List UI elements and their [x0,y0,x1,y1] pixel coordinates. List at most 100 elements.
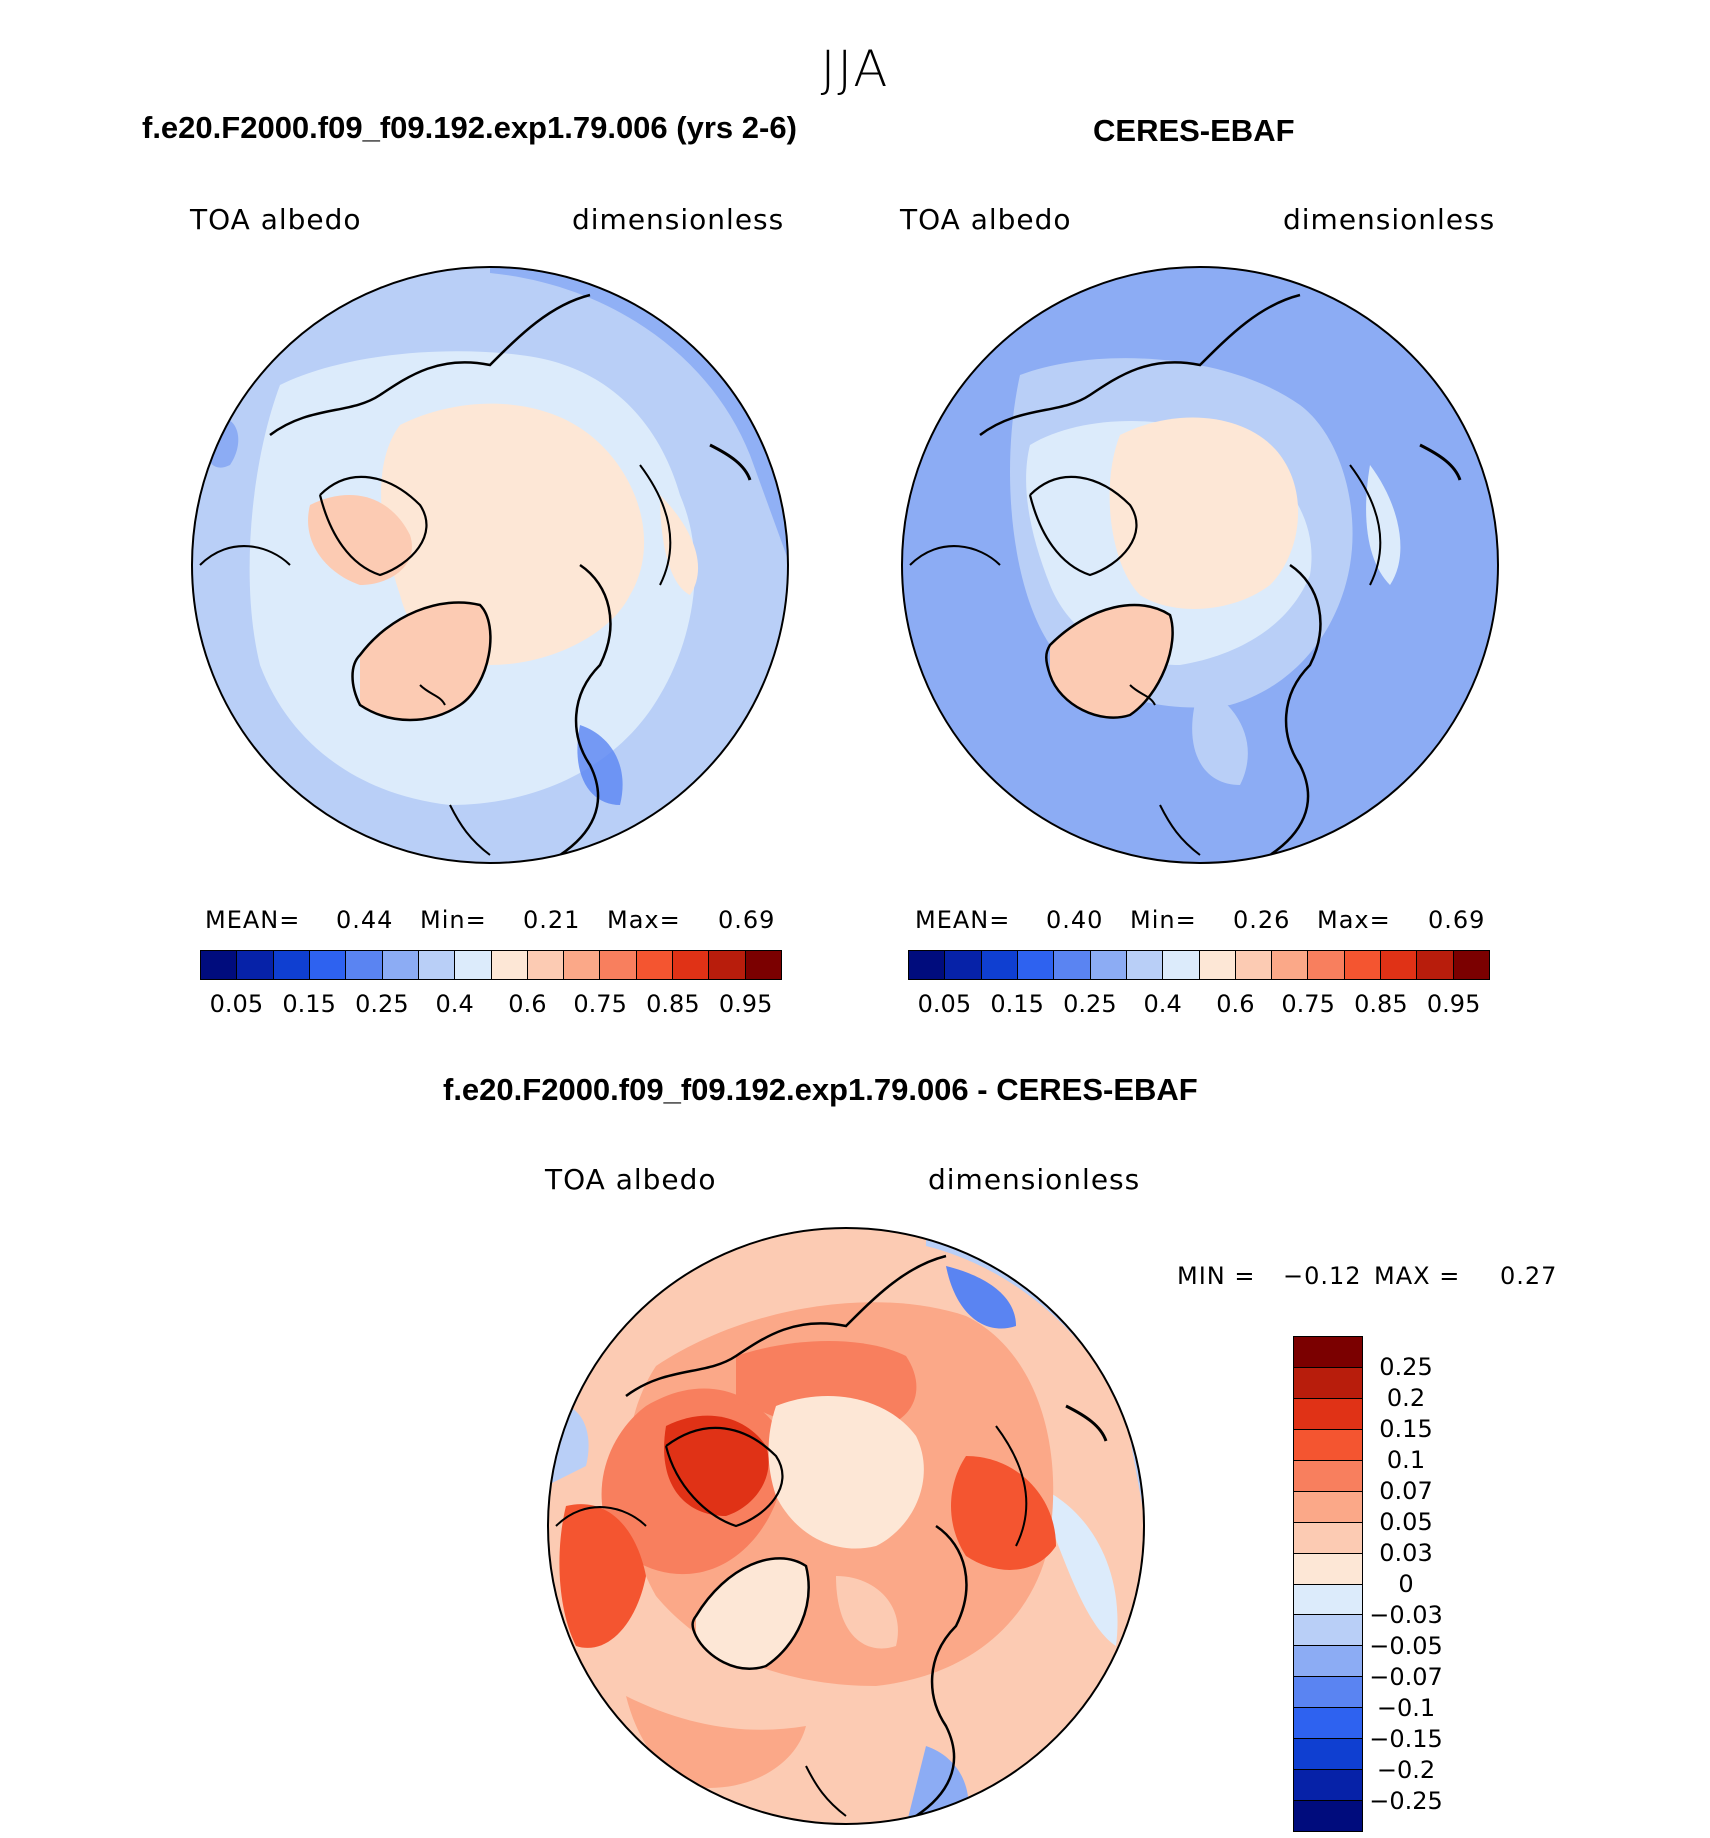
panel2-colorbar-swatch [1272,951,1309,979]
panel1-colorbar-tick-label: 0.95 [718,990,773,1018]
panel2-min-value: 0.26 [1233,906,1291,934]
panel1-colorbar [200,950,782,980]
diff-colorbar-swatch [1294,1429,1362,1461]
diff-colorbar-swatch [1294,1398,1362,1430]
panel1-mean-label: MEAN= [205,906,301,934]
diff-colorbar-swatch [1294,1522,1362,1554]
panel2-mean-label: MEAN= [915,906,1011,934]
panel2-colorbar-swatch [945,951,982,979]
diff-colorbar-tick-label: 0.07 [1379,1477,1433,1505]
panel1-min-label: Min= [420,906,487,934]
diff-max-value: 0.27 [1500,1262,1558,1290]
diff-colorbar-tick-label: 0.05 [1379,1508,1433,1536]
panel1-colorbar-swatch [600,951,637,979]
panel2-colorbar-swatch [981,951,1018,979]
panel2-colorbar-tick-label: 0.15 [990,990,1044,1018]
panel1-colorbar-swatch [636,951,674,979]
panel2-colorbar-tick-label: 0.95 [1426,990,1481,1018]
panel1-colorbar-tick-label: 0.05 [209,990,264,1018]
panel2-colorbar-tick-label: 0.85 [1354,990,1408,1018]
panel1-colorbar-swatch [745,951,781,979]
diff-colorbar-swatch [1294,1615,1362,1647]
panel1-variable: TOA albedo [190,203,362,236]
diff-colorbar-tick-label: −0.05 [1369,1632,1443,1660]
diff-colorbar-tick-label: 0.15 [1379,1415,1433,1443]
panel1-max-label: Max= [607,906,681,934]
panel2-colorbar-swatch [1054,951,1091,979]
panel2-map-boundary [901,266,1499,864]
panel2-colorbar-swatch [1163,951,1200,979]
season-title: JJA [820,40,890,98]
diff-colorbar-tick-label: 0.1 [1386,1446,1426,1474]
panel2-colorbar-tick-label: 0.75 [1281,990,1335,1018]
panel1-colorbar-labels: 0.05 0.15 0.25 0.4 0.6 0.75 0.85 0.95 [200,990,782,1020]
panel2-min-label: Min= [1130,906,1197,934]
panel2-colorbar-swatch [1017,951,1055,979]
panel2-title: CERES-EBAF [1093,113,1295,148]
diff-polar-map [547,1227,1145,1825]
panel1-colorbar-swatch [237,951,274,979]
diff-min-value: −0.12 [1283,1262,1362,1290]
diff-colorbar-tick-label: −0.15 [1369,1725,1443,1753]
diff-colorbar-tick-label: −0.03 [1369,1601,1443,1629]
diff-variable: TOA albedo [545,1163,717,1196]
panel1-colorbar-swatch [201,951,238,979]
panel1-title: f.e20.F2000.f09_f09.192.exp1.79.006 (yrs… [142,110,797,145]
diff-title: f.e20.F2000.f09_f09.192.exp1.79.006 - CE… [443,1072,1198,1107]
panel2-colorbar-swatch [1090,951,1127,979]
panel2-colorbar-swatch [1199,951,1236,979]
panel1-mean-value: 0.44 [336,906,394,934]
panel1-colorbar-swatch [309,951,347,979]
panel2-colorbar-swatch [1417,951,1454,979]
panel1-colorbar-swatch [382,951,419,979]
diff-colorbar-swatch [1294,1584,1362,1616]
diff-colorbar-swatch [1294,1708,1362,1740]
panel1-colorbar-swatch [418,951,456,979]
panel2-colorbar-swatch [909,951,946,979]
panel2-colorbar-tick-label: 0.4 [1143,990,1182,1018]
panel2-colorbar-swatch [1344,951,1382,979]
panel1-colorbar-tick-label: 0.25 [355,990,409,1018]
diff-colorbar-tick-label: 0 [1398,1570,1414,1598]
diff-colorbar-swatch [1294,1337,1362,1368]
panel1-colorbar-tick-label: 0.4 [435,990,474,1018]
diff-colorbar-swatch [1294,1491,1362,1523]
panel1-colorbar-tick-label: 0.75 [573,990,627,1018]
panel1-colorbar-tick-label: 0.6 [508,990,547,1018]
diff-colorbar-swatch [1294,1367,1362,1399]
panel1-colorbar-tick-label: 0.15 [282,990,336,1018]
diff-colorbar-swatch [1294,1677,1362,1709]
panel1-max-value: 0.69 [718,906,776,934]
diff-max-label: MAX = [1374,1262,1461,1290]
diff-colorbar-tick-label: −0.2 [1376,1756,1436,1784]
panel2-polar-map [901,266,1499,864]
panel2-max-value: 0.69 [1428,906,1486,934]
diff-colorbar-tick-label: 0.25 [1379,1353,1433,1381]
panel1-colorbar-swatch [455,951,492,979]
panel2-colorbar-swatch [1381,951,1418,979]
panel2-colorbar-swatch [1235,951,1273,979]
diff-colorbar-swatch [1294,1646,1362,1678]
diff-colorbar-tick-label: −0.25 [1369,1787,1443,1815]
diff-colorbar [1293,1336,1363,1832]
diff-colorbar-swatch [1294,1460,1362,1492]
diff-colorbar-swatch [1294,1770,1362,1802]
panel2-colorbar-tick-label: 0.25 [1063,990,1117,1018]
panel1-colorbar-swatch [346,951,383,979]
panel1-colorbar-swatch [491,951,528,979]
diff-colorbar-tick-label: 0.2 [1386,1384,1426,1412]
panel1-colorbar-swatch [564,951,601,979]
panel1-units: dimensionless [572,203,785,236]
panel2-colorbar-swatch [1453,951,1489,979]
diff-colorbar-tick-label: −0.07 [1369,1663,1443,1691]
panel2-units: dimensionless [1283,203,1496,236]
diff-colorbar-swatch [1294,1739,1362,1771]
panel2-max-label: Max= [1317,906,1391,934]
diff-colorbar-labels: 0.25 0.2 0.15 0.1 0.07 0.05 0.03 0 −0.03 −0.05 −0.… [1369,1336,1470,1832]
diff-units: dimensionless [928,1163,1141,1196]
panel1-colorbar-swatch [273,951,310,979]
diff-colorbar-tick-label: 0.03 [1379,1539,1433,1567]
diff-min-label: MIN = [1177,1262,1256,1290]
panel1-colorbar-swatch [673,951,710,979]
panel2-colorbar-swatch [1308,951,1345,979]
